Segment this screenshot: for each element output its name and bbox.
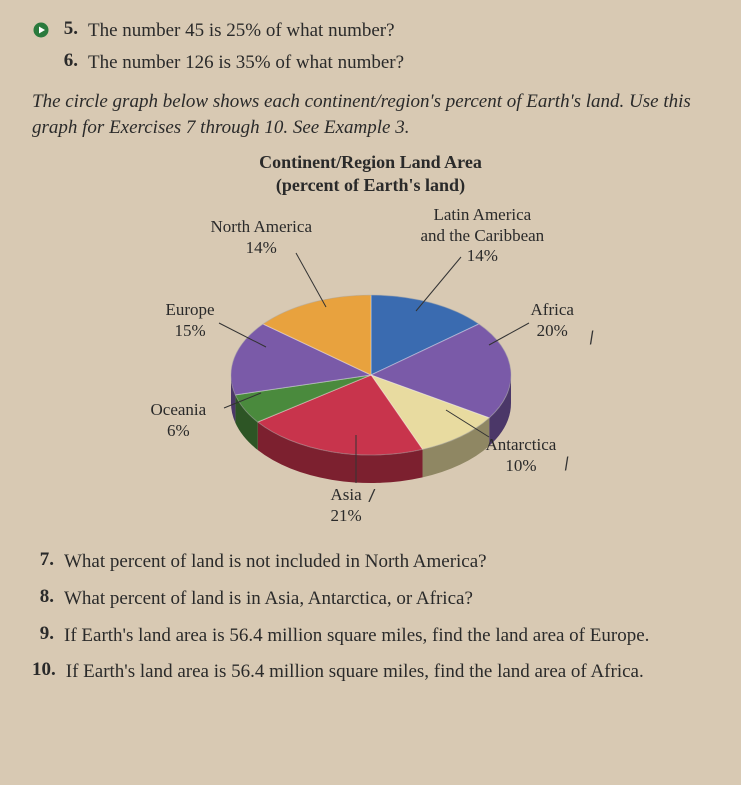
- pie-chart-figure: Continent/Region Land Area (percent of E…: [32, 151, 709, 536]
- pie-slice-label: North America 14%: [211, 217, 313, 258]
- slice-name: Africa: [531, 300, 574, 319]
- slice-name: Oceania: [151, 400, 207, 419]
- slice-pct: 21%: [331, 506, 362, 526]
- slice-pct: 6%: [151, 421, 207, 441]
- play-icon: [32, 21, 50, 39]
- slice-name: Asia: [331, 485, 362, 504]
- slice-pct: 15%: [166, 321, 215, 341]
- question-number: 6.: [56, 50, 78, 72]
- bottom-questions-block: 7. What percent of land is not included …: [32, 549, 709, 685]
- question-text: What percent of land is not included in …: [64, 549, 487, 576]
- pie-slice-label: Asia 21%: [331, 485, 362, 526]
- question-text: The number 126 is 35% of what number?: [88, 50, 404, 76]
- hand-annotation-asia: /: [368, 485, 376, 508]
- question-number: 9.: [32, 623, 54, 645]
- question-text: The number 45 is 25% of what number?: [88, 18, 395, 44]
- question-6-line: 6. The number 126 is 35% of what number?: [56, 50, 709, 76]
- pie-slice-label: Europe 15%: [166, 300, 215, 341]
- slice-pct: 14%: [421, 246, 545, 266]
- question-10-line: 10. If Earth's land area is 56.4 million…: [32, 659, 709, 686]
- slice-pct: 20%: [531, 321, 574, 341]
- pie-slice-label: Antarctica 10%: [486, 435, 557, 476]
- slice-name: Latin Americaand the Caribbean: [421, 205, 545, 244]
- pie-slice-label: Latin Americaand the Caribbean14%: [421, 205, 545, 266]
- top-questions-block: 5. The number 45 is 25% of what number? …: [32, 18, 709, 75]
- instructions-text: The circle graph below shows each contin…: [32, 89, 709, 140]
- question-8-line: 8. What percent of land is in Asia, Anta…: [32, 586, 709, 613]
- chart-title-line2: (percent of Earth's land): [276, 175, 465, 195]
- question-text: If Earth's land area is 56.4 million squ…: [64, 623, 649, 650]
- slice-pct: 14%: [211, 238, 313, 258]
- question-5-line: 5. The number 45 is 25% of what number?: [32, 18, 709, 44]
- pie-slice-label: Africa 20%: [531, 300, 574, 341]
- question-number: 5.: [56, 18, 78, 40]
- slice-name: North America: [211, 217, 313, 236]
- slice-pct: 10%: [486, 456, 557, 476]
- chart-title-line1: Continent/Region Land Area: [259, 152, 482, 172]
- question-number: 10.: [32, 659, 56, 681]
- pie-slice-label: Oceania 6%: [151, 400, 207, 441]
- slice-name: Antarctica: [486, 435, 557, 454]
- question-text: If Earth's land area is 56.4 million squ…: [66, 659, 644, 686]
- question-number: 8.: [32, 586, 54, 608]
- chart-title: Continent/Region Land Area (percent of E…: [259, 151, 482, 198]
- question-text: What percent of land is in Asia, Antarct…: [64, 586, 473, 613]
- pie-chart-container: / / / Latin Americaand the Caribbean14%A…: [111, 205, 631, 535]
- question-number: 7.: [32, 549, 54, 571]
- slice-name: Europe: [166, 300, 215, 319]
- question-9-line: 9. If Earth's land area is 56.4 million …: [32, 623, 709, 650]
- question-7-line: 7. What percent of land is not included …: [32, 549, 709, 576]
